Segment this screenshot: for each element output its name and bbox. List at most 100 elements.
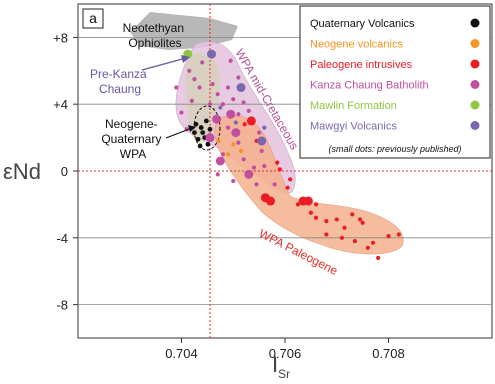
point-large-mawgyi-volcanics xyxy=(236,83,246,92)
arrowhead-neogene-quaternary-wpa xyxy=(188,125,196,132)
point-kanza-chaung-batholith xyxy=(241,157,246,162)
point-kanza-chaung-batholith xyxy=(257,130,262,135)
legend: Quaternary Volcanics Neogene volcanics Pal… xyxy=(299,5,491,159)
point-large-paleogene-intrusives xyxy=(303,196,313,206)
legend-marker xyxy=(470,18,480,28)
annotation-arrows xyxy=(141,55,196,139)
point-paleogene-intrusives xyxy=(324,219,329,224)
point-quaternary-volcanics xyxy=(197,143,203,149)
reference-lines xyxy=(78,4,492,338)
point-kanza-chaung-batholith xyxy=(179,110,184,115)
legend-marker xyxy=(470,59,480,69)
point-paleogene-intrusives xyxy=(275,160,280,165)
point-paleogene-intrusives xyxy=(370,240,376,245)
point-kanza-chaung-batholith xyxy=(272,182,277,187)
legend-label: Kanza Chaung Batholith xyxy=(310,80,429,92)
x-axis-title: ISr xyxy=(272,352,290,381)
y-axis-title: εNd xyxy=(3,159,41,184)
point-quaternary-volcanics xyxy=(205,141,211,147)
point-kanza-chaung-batholith xyxy=(225,85,231,90)
point-neogene-volcanics xyxy=(216,138,221,144)
legend-marker xyxy=(470,80,480,89)
point-neogene-volcanics xyxy=(225,152,231,157)
point-kanza-chaung-batholith xyxy=(207,102,213,107)
point-paleogene-intrusives xyxy=(352,239,357,244)
x-tick-label: 0.708 xyxy=(372,346,405,361)
point-kanza-chaung-batholith xyxy=(241,100,246,105)
point-kanza-chaung-batholith xyxy=(200,60,205,65)
point-kanza-chaung-batholith xyxy=(220,102,225,107)
point-kanza-chaung-batholith xyxy=(259,148,264,154)
y-tick-label: +8 xyxy=(53,30,68,45)
point-kanza-chaung-batholith xyxy=(187,68,192,73)
point-mawgyi-volcanics xyxy=(233,120,238,125)
legend-label: Neogene volcanics xyxy=(310,39,403,51)
point-paleogene-intrusives xyxy=(295,202,301,207)
point-kanza-chaung-batholith xyxy=(215,92,220,97)
x-axis-title-main: I xyxy=(272,352,278,377)
point-quaternary-volcanics xyxy=(198,125,204,130)
label-pre-kanza-line-2: Chaung xyxy=(99,82,141,96)
point-large-kanza-chaung-batholith xyxy=(215,156,225,166)
point-large-paleogene-intrusives xyxy=(246,116,256,126)
legend-label: Mawlin Formation xyxy=(310,100,397,112)
x-tick-label: 0.704 xyxy=(165,346,198,361)
point-paleogene-intrusives xyxy=(350,212,355,217)
point-kanza-chaung-batholith xyxy=(189,98,194,103)
x-axis-title-sub: Sr xyxy=(278,367,290,381)
point-paleogene-intrusives xyxy=(288,177,293,182)
point-paleogene-intrusives xyxy=(339,235,345,240)
label-neotethyan-ophiolites: Neotethyan Ophiolites xyxy=(123,21,188,50)
point-kanza-chaung-batholith xyxy=(246,108,251,113)
point-kanza-chaung-batholith xyxy=(220,152,225,157)
point-quaternary-volcanics xyxy=(192,130,197,135)
x-tick-label: 0.706 xyxy=(269,346,302,361)
point-kanza-chaung-batholith xyxy=(231,178,236,184)
point-large-kanza-chaung-batholith xyxy=(212,114,222,124)
point-paleogene-intrusives xyxy=(334,217,339,222)
point-paleogene-intrusives xyxy=(242,122,247,127)
point-paleogene-intrusives xyxy=(365,245,370,250)
arrow-pre-kanza-chaung xyxy=(141,57,187,71)
y-tick-label: -8 xyxy=(56,298,68,313)
point-kanza-chaung-batholith xyxy=(225,125,231,130)
legend-label: Paleogene intrusives xyxy=(310,59,413,71)
point-paleogene-intrusives xyxy=(308,210,313,215)
point-large-mawgyi-volcanics xyxy=(257,136,267,146)
arrowhead-pre-kanza-chaung xyxy=(181,55,190,63)
legend-box xyxy=(299,5,491,159)
point-paleogene-intrusives xyxy=(376,255,381,260)
data-points-layer xyxy=(174,49,401,260)
legend-marker xyxy=(470,121,480,130)
point-kanza-chaung-batholith xyxy=(228,58,233,63)
legend-marker xyxy=(470,100,480,110)
point-large-kanza-chaung-batholith xyxy=(244,169,254,179)
point-neogene-volcanics xyxy=(231,142,236,147)
point-mawgyi-volcanics xyxy=(218,105,223,110)
point-paleogene-intrusives xyxy=(277,167,282,172)
point-large-kanza-chaung-batholith xyxy=(226,109,236,119)
point-paleogene-intrusives xyxy=(313,215,319,220)
point-kanza-chaung-batholith xyxy=(262,163,267,169)
point-kanza-chaung-batholith xyxy=(210,82,215,87)
point-neogene-volcanics xyxy=(238,148,244,154)
label-pre-kanza-chaung: Pre-Kanza Chaung xyxy=(90,67,150,96)
point-quaternary-volcanics xyxy=(203,118,209,124)
point-paleogene-intrusives xyxy=(357,217,363,222)
point-kanza-chaung-batholith xyxy=(236,75,241,80)
label-nq-line-1: Neogene- xyxy=(105,117,158,131)
legend-note: (small dots: previously published) xyxy=(328,144,461,154)
legend-label: Quaternary Volcanics xyxy=(310,18,415,30)
point-large-mawgyi-volcanics xyxy=(207,49,217,59)
point-quaternary-volcanics xyxy=(200,130,206,135)
y-tick-label: -4 xyxy=(56,231,68,246)
point-paleogene-intrusives xyxy=(285,185,290,190)
point-mawgyi-volcanics xyxy=(262,125,267,130)
point-paleogene-intrusives xyxy=(396,232,401,237)
legend-entries: Quaternary Volcanics Neogene volcanics Pal… xyxy=(310,18,480,133)
point-kanza-chaung-batholith xyxy=(215,172,220,177)
point-quaternary-volcanics xyxy=(195,136,201,142)
point-kanza-chaung-batholith xyxy=(236,140,241,145)
point-kanza-chaung-batholith xyxy=(236,112,241,117)
